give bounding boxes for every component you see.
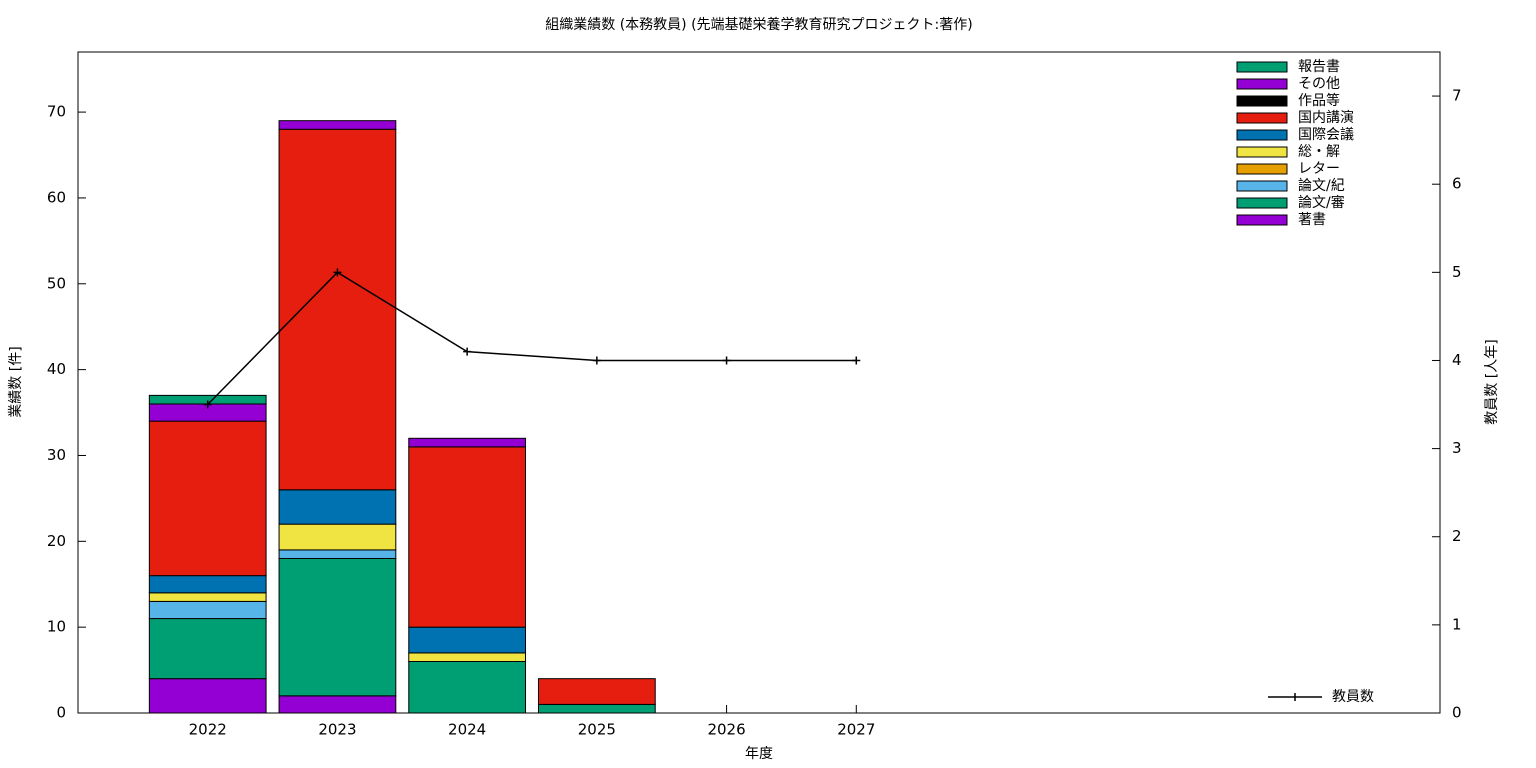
bar-segment <box>408 437 527 448</box>
plot-border <box>77 51 1441 714</box>
y-tick-label: 60 <box>47 188 66 206</box>
legend-label: 国際会議 <box>1298 126 1354 143</box>
line-point <box>592 356 601 365</box>
x-axis-label: 年度 <box>745 746 773 762</box>
legend-swatch <box>1236 146 1288 158</box>
bar-segment <box>148 592 267 602</box>
line <box>207 271 857 406</box>
legend-label: 報告書 <box>1298 59 1340 75</box>
bar-segment <box>278 695 397 714</box>
y2-tick-label: 3 <box>1452 439 1462 457</box>
y2-tick-label: 6 <box>1452 175 1462 193</box>
bar-segment <box>278 557 397 697</box>
legend-swatch <box>1236 129 1288 141</box>
legend-label: レター <box>1298 161 1340 177</box>
y2-tick-label: 2 <box>1452 527 1462 545</box>
bar-segment <box>148 600 267 620</box>
line-point <box>463 347 472 356</box>
line-point <box>333 268 342 277</box>
bar-segment <box>408 660 527 714</box>
legend-swatch <box>1236 61 1288 73</box>
bar-segment <box>148 678 267 714</box>
y2-tick-label: 0 <box>1452 704 1462 722</box>
bar-segment <box>278 549 397 559</box>
y-tick-label: 20 <box>47 532 66 550</box>
legend-swatch <box>1236 112 1288 124</box>
legend-label: 著書 <box>1298 212 1326 228</box>
y-axis-label: 業績数 [件] <box>8 346 24 417</box>
legend-label: 国内講演 <box>1298 110 1354 126</box>
legend-label: 教員数 <box>1332 689 1374 705</box>
x-tick-label: 2025 <box>578 721 616 739</box>
y-tick-label: 50 <box>47 274 66 292</box>
y-tick-label: 10 <box>47 618 66 636</box>
x-tick-label: 2024 <box>448 721 486 739</box>
line-point <box>203 400 212 409</box>
y2-tick-label: 7 <box>1452 87 1462 105</box>
legend-label: 総・解 <box>1298 144 1340 160</box>
bar-segment <box>278 523 397 551</box>
y2-tick-label: 1 <box>1452 615 1462 633</box>
legend-swatch <box>1236 214 1288 226</box>
x-tick-label: 2023 <box>318 721 356 739</box>
x-tick-label: 2026 <box>707 721 745 739</box>
chart-title: 組織業績数 (本務教員) (先端基礎栄養学教育研究プロジェクト:著作) <box>545 16 972 33</box>
line-point <box>852 356 861 365</box>
bar-segment <box>148 575 267 594</box>
legend-line <box>1268 693 1322 701</box>
bar-segment <box>148 420 267 577</box>
legend-label: 論文/紀 <box>1298 178 1345 194</box>
legend-label: 論文/審 <box>1298 195 1345 211</box>
bar-segment <box>408 652 527 662</box>
bar-segment <box>408 626 527 654</box>
x-tick-label: 2022 <box>189 721 227 739</box>
legend-swatch <box>1236 163 1288 175</box>
y-tick-label: 40 <box>47 360 66 378</box>
bar-segment <box>537 678 656 705</box>
legend-label: 作品等 <box>1298 92 1340 109</box>
line-point <box>722 356 731 365</box>
y2-tick-label: 5 <box>1452 263 1462 281</box>
legend-swatch <box>1236 95 1288 107</box>
y2-tick-label: 4 <box>1452 351 1462 369</box>
y-tick-label: 70 <box>47 103 66 121</box>
bar-segment <box>148 618 267 680</box>
legend-swatch <box>1236 197 1288 209</box>
y2-axis-label: 教員数 [人年] <box>1484 339 1500 424</box>
x-tick-label: 2027 <box>837 721 875 739</box>
legend-swatch <box>1236 78 1288 90</box>
legend-label: その他 <box>1298 76 1340 92</box>
y-tick-label: 30 <box>47 446 66 464</box>
bar-segment <box>408 446 527 628</box>
bar-segment <box>278 120 397 130</box>
bar-segment <box>278 489 397 525</box>
bar-segment <box>537 703 656 714</box>
legend-swatch <box>1236 180 1288 192</box>
y-tick-label: 0 <box>56 704 66 722</box>
bar-segment <box>278 128 397 491</box>
